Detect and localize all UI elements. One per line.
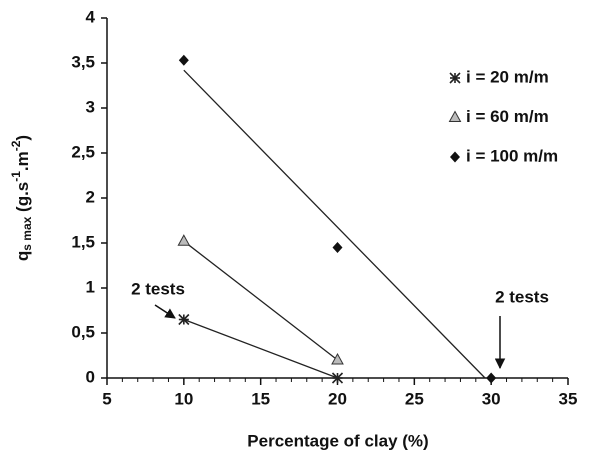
- x-tick-label: 10: [174, 389, 193, 408]
- y-axis-label-part: -1: [9, 171, 23, 182]
- y-tick-label: 4: [86, 7, 96, 26]
- point: [450, 151, 460, 163]
- y-axis-label-part: q: [13, 251, 32, 261]
- x-tick-label: 15: [251, 389, 270, 408]
- trend-line: [183, 318, 338, 379]
- annotation-arrow: [154, 304, 176, 319]
- point: [449, 72, 461, 84]
- x-axis-label: Percentage of clay (%): [247, 431, 428, 450]
- y-tick-label: 1: [86, 277, 95, 296]
- x-tick-label: 25: [405, 389, 424, 408]
- x-tick-label: 5: [102, 389, 111, 408]
- y-tick-label: 3,5: [71, 52, 95, 71]
- trend-line: [183, 69, 486, 379]
- legend-label: i = 60 m/m: [466, 107, 549, 126]
- point: [448, 110, 462, 122]
- annotation: 2 tests: [495, 287, 549, 306]
- legend-label: i = 20 m/m: [466, 67, 549, 86]
- y-tick-label: 1,5: [71, 232, 95, 251]
- point: [178, 54, 189, 66]
- point: [178, 313, 190, 326]
- y-tick-label: 0: [86, 367, 95, 386]
- trend-line: [183, 240, 338, 361]
- point: [331, 372, 344, 384]
- point: [177, 234, 191, 246]
- y-tick-label: 2: [86, 187, 95, 206]
- annotation: 2 tests: [131, 279, 185, 298]
- y-tick-label: 3: [86, 97, 95, 116]
- y-tick-label: 2,5: [71, 142, 95, 161]
- x-tick-label: 35: [559, 389, 578, 408]
- legend-label: i = 100 m/m: [466, 146, 558, 165]
- x-tick-label: 20: [328, 389, 347, 408]
- y-tick-label: 0,5: [71, 322, 95, 341]
- y-axis-label-part: .m: [13, 151, 32, 171]
- y-axis-label-part: s max: [20, 216, 34, 250]
- point: [486, 372, 497, 384]
- y-axis-label-part: (g.s: [13, 182, 32, 217]
- y-axis-label-part: -2: [9, 140, 23, 151]
- x-tick-label: 30: [482, 389, 501, 408]
- point: [332, 242, 343, 253]
- y-axis-label-part: ): [13, 135, 32, 141]
- point: [331, 352, 344, 365]
- y-axis-label: qs max (g.s-1.m-2): [9, 135, 34, 261]
